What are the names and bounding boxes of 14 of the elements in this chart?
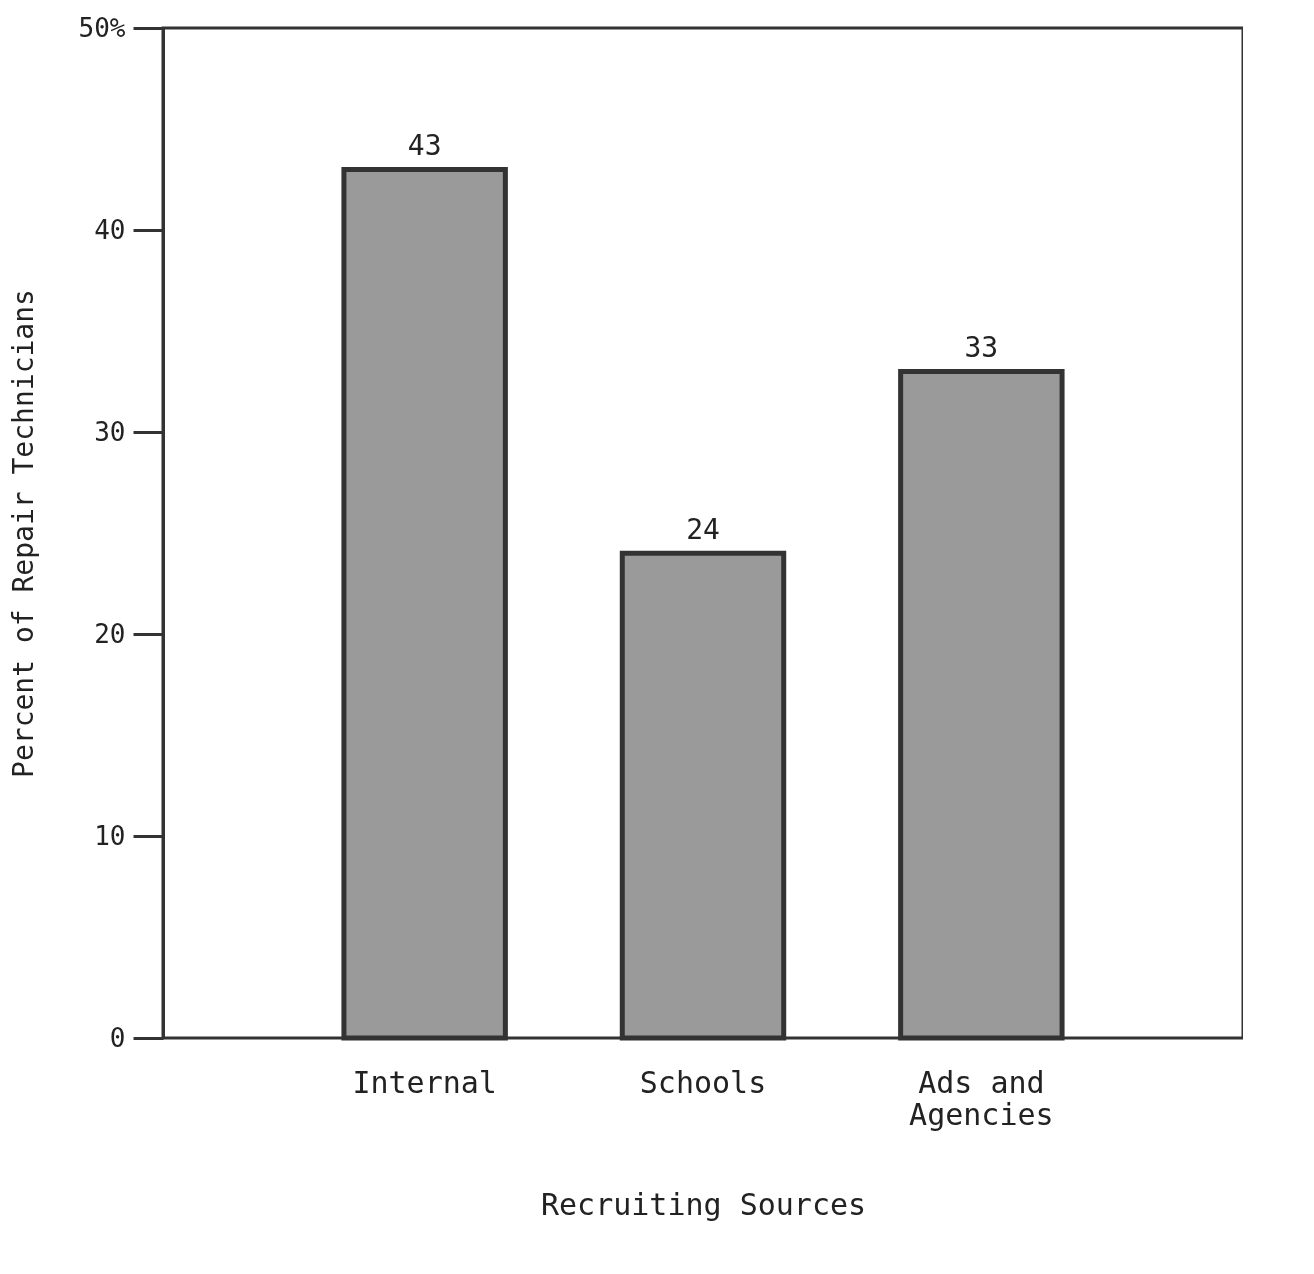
y-tick-label: 0 (109, 1022, 126, 1053)
y-tick-label: 40 (94, 214, 126, 245)
y-tick-label: 20 (94, 618, 126, 649)
data-label: 33 (964, 331, 999, 365)
y-axis-title: Percent of Repair Technicians (6, 289, 40, 778)
data-label: 43 (407, 129, 442, 163)
y-tick-label: 50% (78, 12, 126, 43)
x-tick-label: Ads and Agencies (909, 1064, 1054, 1132)
x-axis-title: Recruiting Sources (540, 1186, 867, 1222)
y-tick-label: 30 (94, 416, 126, 447)
x-tick-label: Schools (639, 1064, 767, 1100)
y-tick-label: 10 (94, 820, 126, 851)
x-tick-label: Internal (352, 1064, 497, 1100)
data-label: 24 (686, 513, 720, 547)
